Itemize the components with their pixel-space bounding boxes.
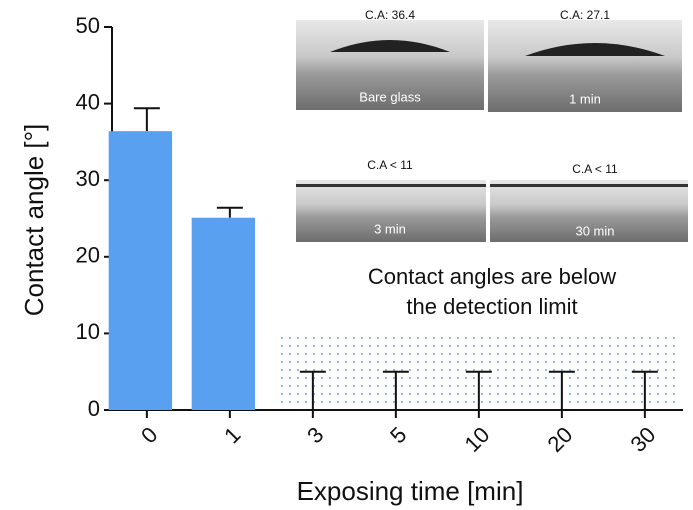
- x-tick-label: 0: [136, 422, 162, 448]
- photo-label: Bare glass: [359, 89, 421, 104]
- y-tick-label: 0: [88, 396, 100, 421]
- bar: [192, 218, 255, 410]
- bar: [109, 131, 172, 410]
- x-tick-label: 1: [219, 422, 245, 448]
- y-axis-label: Contact angle [°]: [19, 124, 49, 317]
- x-tick-label: 30: [626, 422, 661, 457]
- x-tick-label: 10: [460, 422, 495, 457]
- chart: C.A: 36.4 Bare glass C.A: 27.1 1 min C.A…: [0, 0, 693, 510]
- y-tick-label: 20: [76, 243, 100, 268]
- annotation: the detection limit: [406, 294, 577, 319]
- photo-label: 1 min: [569, 91, 601, 106]
- photo-angle: C.A: 27.1: [560, 8, 610, 22]
- y-tick-label: 50: [76, 13, 100, 38]
- y-tick-label: 30: [76, 166, 100, 191]
- photo-label: 3 min: [374, 221, 406, 236]
- x-tick-label: 5: [385, 422, 411, 448]
- photo-angle: C.A < 11: [572, 162, 618, 176]
- film: [490, 184, 688, 187]
- y-tick-label: 40: [76, 89, 100, 114]
- film: [296, 184, 486, 187]
- photo-angle: C.A < 11: [367, 158, 413, 172]
- photo-angle: C.A: 36.4: [365, 8, 415, 22]
- photos: C.A: 36.4 Bare glass C.A: 27.1 1 min C.A…: [296, 8, 688, 242]
- x-tick-label: 3: [302, 422, 328, 448]
- x-tick-label: 20: [543, 422, 578, 457]
- x-axis-label: Exposing time [min]: [297, 476, 524, 506]
- annotation: Contact angles are below: [368, 264, 616, 289]
- photo-label: 30 min: [575, 223, 614, 238]
- y-tick-label: 10: [76, 319, 100, 344]
